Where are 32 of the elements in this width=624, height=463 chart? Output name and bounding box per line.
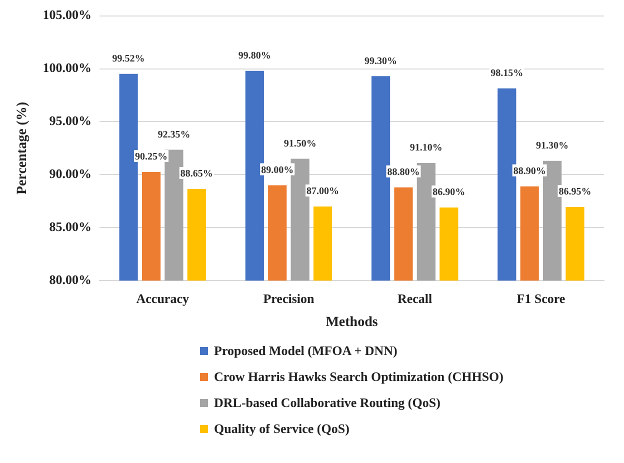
data-label: 91.50% bbox=[284, 138, 316, 150]
legend-label: DRL-based Collaborative Routing (QoS) bbox=[214, 395, 440, 411]
data-label: 98.15% bbox=[490, 68, 524, 79]
data-label: 88.80% bbox=[387, 166, 420, 178]
y-tick-label: 85.00% bbox=[49, 219, 92, 234]
y-tick-label: 100.00% bbox=[42, 60, 92, 76]
data-label: 92.35% bbox=[158, 129, 190, 140]
data-label: 99.30% bbox=[364, 56, 398, 67]
data-label: 87.00% bbox=[306, 186, 340, 198]
data-label: 88.65% bbox=[180, 168, 213, 180]
data-label: 91.10% bbox=[410, 142, 442, 154]
y-tick-label: 80.00% bbox=[49, 272, 92, 287]
y-tick-label: 105.00% bbox=[42, 7, 92, 22]
data-label: 86.90% bbox=[432, 187, 466, 198]
data-label: 99.80% bbox=[238, 50, 271, 62]
x-tick-label: Accuracy bbox=[136, 290, 190, 306]
x-tick-label: F1 Score bbox=[516, 290, 566, 306]
data-label: 91.30% bbox=[536, 140, 569, 152]
data-label: 86.95% bbox=[558, 186, 592, 198]
x-axis-title: Methods bbox=[326, 315, 378, 330]
y-tick-label: 95.00% bbox=[49, 113, 92, 128]
y-tick-label: 90.00% bbox=[49, 166, 92, 182]
data-label: 88.90% bbox=[513, 166, 546, 177]
x-tick-label: Precision bbox=[263, 290, 315, 306]
data-label: 99.52% bbox=[112, 53, 145, 64]
x-tick-label: Recall bbox=[398, 290, 433, 306]
legend-label: Proposed Model (MFOA + DNN) bbox=[214, 343, 398, 359]
legend-label: Quality of Service (QoS) bbox=[214, 421, 350, 437]
y-axis-title: Percentage (%) bbox=[15, 102, 30, 195]
legend-label: Crow Harris Hawks Search Optimization (CHHSO) bbox=[214, 369, 504, 385]
data-label: 89.00% bbox=[261, 164, 294, 176]
data-label: 90.25% bbox=[135, 152, 168, 163]
